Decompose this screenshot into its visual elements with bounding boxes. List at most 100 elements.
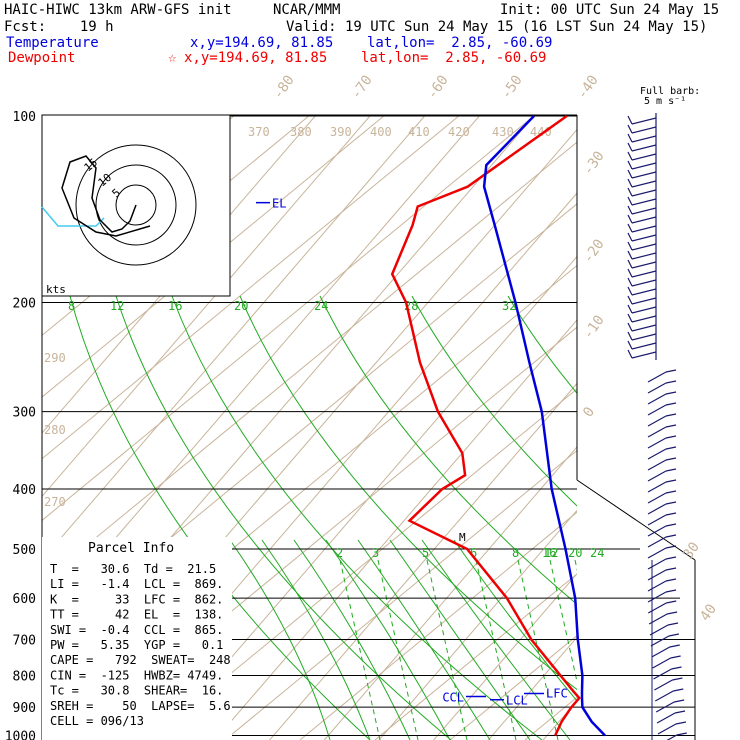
theta-label: 440 xyxy=(530,125,552,139)
level-markers: EL CCL LCL LFC M xyxy=(256,197,568,708)
hodograph-trace xyxy=(61,155,151,237)
theta-label: 280 xyxy=(44,423,66,437)
dewpoint-star-icon: ☆ xyxy=(168,50,177,66)
mixing-ratio-lower-label: 2 xyxy=(336,546,343,560)
dry-adiabat-line xyxy=(299,511,577,740)
parcel-info-row: SWI = -0.4 CCL = 865. xyxy=(50,623,223,637)
wind-barb xyxy=(627,232,657,242)
wind-barb xyxy=(647,479,677,493)
wind-barb xyxy=(647,402,677,416)
theta-labels: 370 380 390 400 410 420 430 440 290 280 270 xyxy=(44,125,552,509)
mixing-ratio-labels-upper: 8 12 16 20 24 28 32 xyxy=(68,299,516,313)
isotherm-line xyxy=(645,116,740,740)
isotherm-label: -30 xyxy=(580,148,608,178)
theta-label: 290 xyxy=(44,351,66,365)
wind-barb xyxy=(651,644,680,658)
wind-barb xyxy=(627,214,657,224)
dry-adiabat-line xyxy=(675,115,740,740)
dewpoint-location: x,y=194.69, 81.85 lat,lon= 2.85, -60.69 xyxy=(184,50,546,66)
mixing-ratio-dashed-line xyxy=(339,559,381,740)
mixing-ratio-line xyxy=(171,295,543,740)
wind-barb xyxy=(627,295,657,305)
wind-barb xyxy=(627,169,657,179)
isotherm-line xyxy=(159,255,577,740)
wind-barb xyxy=(647,567,677,581)
isotherm-label: -80 xyxy=(270,72,298,102)
mixing-ratio-lower-label: 8 xyxy=(512,546,519,560)
isotherm-line xyxy=(323,446,577,740)
wind-barb xyxy=(627,133,657,143)
isotherm-line xyxy=(214,319,577,740)
wind-barb xyxy=(627,160,657,170)
wind-barb xyxy=(627,304,657,314)
theta-label: 380 xyxy=(290,125,312,139)
isotherm-line xyxy=(378,509,577,740)
mixing-ratio-dashed-line xyxy=(475,559,517,740)
isotherm-line xyxy=(42,115,371,498)
isotherm-label: 0 xyxy=(580,404,598,420)
wind-barb xyxy=(627,241,657,251)
wind-barb xyxy=(647,600,677,614)
wind-barb xyxy=(627,349,657,359)
mixing-ratio-line xyxy=(319,295,577,605)
isotherm-line xyxy=(542,699,577,740)
isotherm-label: -40 xyxy=(574,72,602,102)
wind-barb xyxy=(627,196,657,206)
wind-barbs xyxy=(627,113,687,740)
wind-barb xyxy=(627,322,657,332)
wind-barb xyxy=(627,142,657,152)
mixing-ratio-lower-label: 24 xyxy=(590,546,604,560)
isotherm-label: 40 xyxy=(697,601,720,624)
wind-barb xyxy=(647,501,677,515)
parcel-info-title: Parcel Info xyxy=(88,541,174,556)
theta-label: 270 xyxy=(44,495,66,509)
isotherm-line xyxy=(433,573,577,740)
mixing-ratio-line xyxy=(507,295,577,394)
mixing-ratio-dashed-line xyxy=(549,559,577,684)
wind-barb xyxy=(627,250,657,260)
temperature-legend-label: Temperature xyxy=(6,35,99,51)
isotherm-line xyxy=(268,382,577,740)
theta-label: 410 xyxy=(408,125,430,139)
mixing-ratio-upper-label: 12 xyxy=(110,299,124,313)
ccl-label: CCL xyxy=(442,690,464,704)
pressure-label-600: 600 xyxy=(13,592,36,607)
wind-barb xyxy=(657,721,687,735)
wind-barb xyxy=(650,633,679,647)
parcel-info-row: CAPE = 792 SWEAT= 248 xyxy=(50,653,231,667)
temperature-profile xyxy=(482,115,606,737)
isotherm-label: 30 xyxy=(680,539,703,562)
temperature-location: x,y=194.69, 81.85 lat,lon= 2.85, -60.69 xyxy=(190,35,552,51)
dry-adiabat-line xyxy=(42,115,386,398)
parcel-info-row: Tc = 30.8 SHEAR= 16. xyxy=(50,684,223,698)
pressure-label-300: 300 xyxy=(13,406,36,421)
isotherm-label: -20 xyxy=(580,236,608,266)
barb-legend-line1: Full barb: xyxy=(640,86,700,97)
theta-label: 370 xyxy=(248,125,270,139)
dry-adiabat-line xyxy=(224,449,577,740)
pressure-label-700: 700 xyxy=(13,634,36,649)
dry-adiabat-line xyxy=(374,573,577,740)
wind-barb xyxy=(647,413,677,427)
wind-barb xyxy=(647,490,677,504)
pressure-label-1000: 1000 xyxy=(5,730,36,740)
dry-adiabat-line xyxy=(149,388,577,740)
wind-barb xyxy=(656,710,686,724)
hodograph-units: kts xyxy=(46,283,66,296)
wind-barb xyxy=(627,178,657,188)
parcel-info-panel: Parcel Info T = 30.6 Td = 21.5LI = -1.4 … xyxy=(42,537,232,740)
header-init: Init: 00 UTC Sun 24 May 15 xyxy=(500,2,719,18)
isotherm-label: -60 xyxy=(424,72,452,102)
mixing-ratio-line xyxy=(69,295,371,740)
wind-barb xyxy=(654,677,683,691)
isotherm-line xyxy=(700,116,740,740)
wind-barb xyxy=(647,369,677,383)
level-marker-m: M xyxy=(459,531,466,544)
mixing-ratio-dashed-line xyxy=(574,559,577,572)
wind-barb xyxy=(627,124,657,134)
wind-barb xyxy=(655,699,685,713)
wind-barb xyxy=(649,622,679,636)
header-org: NCAR/MMM xyxy=(273,2,340,18)
